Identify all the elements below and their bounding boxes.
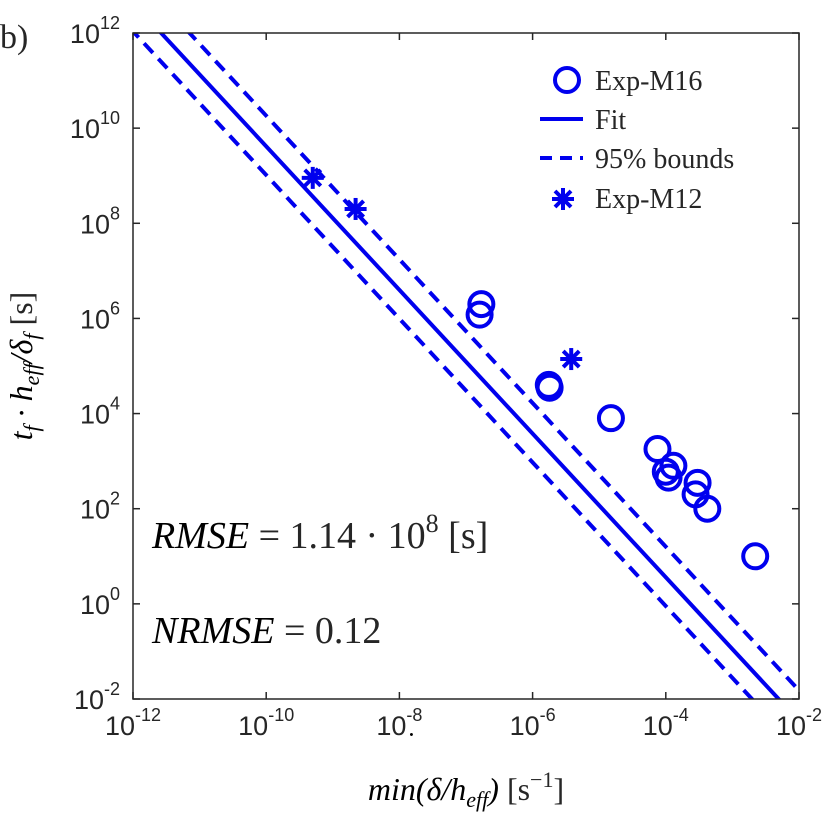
y-tick-label: 108 — [80, 203, 120, 239]
lower-bound-line — [133, 33, 755, 699]
y-tick-label: 100 — [80, 584, 120, 620]
y-axis-label: tf · heff/δf [s] — [3, 292, 44, 441]
y-tick-label: 10-2 — [74, 679, 120, 715]
exp-m16-point — [465, 300, 494, 329]
exp-m16-point — [741, 542, 770, 571]
x-tick-label: 10-12 — [105, 705, 161, 741]
x-tick-label: 10-8 — [376, 705, 422, 741]
legend-label-bounds: 95% bounds — [595, 144, 734, 175]
upper-bound-line — [186, 33, 799, 694]
x-tick-label: 10-2 — [776, 705, 822, 741]
exp-m16-point — [467, 290, 496, 319]
legend-label-fit: Fit — [595, 105, 626, 136]
panel-label: b) — [0, 19, 28, 56]
exp-m16-point — [693, 494, 722, 523]
exp-m16-point — [683, 468, 712, 497]
y-tick-label: 106 — [80, 298, 120, 334]
legend: Exp-M16 Fit 95% bounds Exp-M12 — [540, 66, 734, 215]
x-tick-label: 10-4 — [643, 705, 689, 741]
plot-frame — [132, 32, 800, 700]
exp-m12-point — [560, 348, 583, 371]
x-axis-label: min(δ/heff) [s−1] — [368, 767, 564, 812]
exp-m12-point — [344, 197, 367, 220]
exp-m16-point — [659, 451, 688, 480]
exp-m16-point — [534, 370, 563, 399]
y-tick-label: 102 — [80, 489, 120, 525]
legend-label-exp-m16: Exp-M16 — [595, 66, 702, 97]
legend-marker-exp-m16 — [553, 66, 581, 94]
legend-marker-exp-m12 — [552, 188, 574, 210]
y-tick-label: 1010 — [70, 108, 120, 144]
legend-label-exp-m12: Exp-M12 — [595, 184, 702, 215]
y-tick-label: 104 — [80, 394, 120, 430]
plot-area — [133, 33, 799, 699]
x-tick-label: 10-6 — [510, 705, 556, 741]
x-tick-label: 10-10 — [238, 705, 294, 741]
exp-m12-point — [301, 166, 324, 189]
y-tick-label: 1012 — [70, 13, 120, 49]
x-axis-label-dot: ˙ — [405, 728, 414, 759]
exp-m16-point — [596, 404, 625, 433]
rmse-annotation: RMSE = 1.14 · 108 [s] — [151, 509, 488, 557]
nrmse-annotation: NRMSE = 0.12 — [151, 610, 381, 652]
fit-line — [158, 33, 782, 699]
